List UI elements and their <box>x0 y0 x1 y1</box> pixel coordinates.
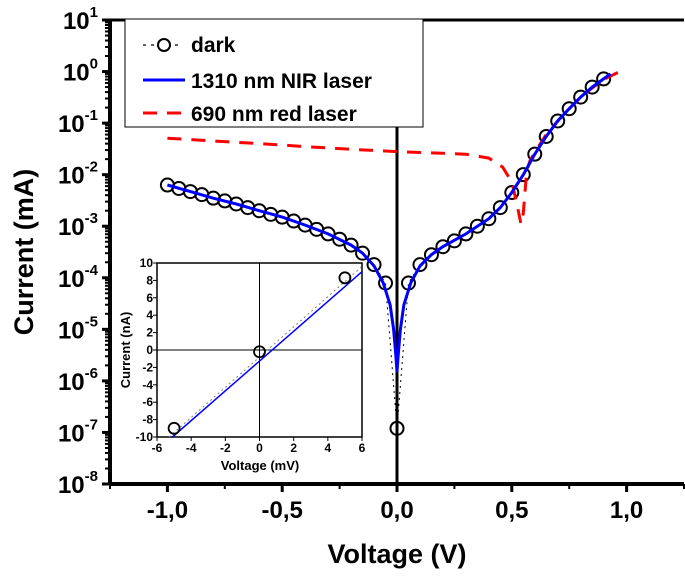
legend-item-dark: dark <box>143 34 236 57</box>
x-tick-label: 1,0 <box>610 497 643 524</box>
inset-y-tick-label: -10 <box>136 430 154 444</box>
legend-label-red: 690 nm red laser <box>191 103 357 126</box>
inset-nir-line <box>171 271 363 438</box>
y-tick-label: 10-4 <box>58 262 99 293</box>
dark-data-point <box>550 113 566 129</box>
dark-data-point <box>332 231 348 247</box>
dark-data-point <box>366 257 382 273</box>
dark-data-point <box>573 89 589 105</box>
dark-data-point <box>584 79 600 95</box>
inset-x-axis-label: Voltage (mV) <box>221 458 300 473</box>
inset-y-tick-label: 10 <box>140 256 154 270</box>
dark-data-point <box>423 247 439 263</box>
inset-y-tick-label: 8 <box>146 273 153 287</box>
dark-data-point <box>412 257 428 273</box>
x-tick-label: -0,5 <box>262 497 303 524</box>
inset-y-tick-label: 4 <box>146 308 153 322</box>
dark-data-point <box>469 218 485 234</box>
x-tick-label: 0,0 <box>380 497 413 524</box>
main-ticks: 10110010-110-210-310-410-510-610-710-8-1… <box>58 4 685 524</box>
inset-y-axis-label: Current (nA) <box>118 312 133 389</box>
inset-dark-data-point <box>167 421 181 435</box>
nir-laser-series-line <box>166 72 612 372</box>
inset-x-tick-label: 0 <box>256 441 263 455</box>
legend-item-nir: 1310 nm NIR laser <box>143 70 372 93</box>
x-tick-label: -1,0 <box>147 497 188 524</box>
x-tick-label: 0,5 <box>495 497 528 524</box>
dark-data-point <box>527 146 543 162</box>
y-tick-label: 10-8 <box>58 468 98 499</box>
dark-data-point <box>515 167 531 183</box>
legend-label-dark: dark <box>191 34 236 57</box>
inset-x-tick-label: -2 <box>220 441 231 455</box>
inset-x-tick-label: 6 <box>359 441 366 455</box>
y-tick-label: 100 <box>63 56 98 87</box>
legend-item-red: 690 nm red laser <box>143 103 357 126</box>
dark-data-point <box>355 245 371 261</box>
dark-data-point <box>538 128 554 144</box>
dark-data-point <box>492 200 508 216</box>
inset-x-tick-label: 4 <box>324 441 331 455</box>
inset-x-tick-label: -6 <box>152 441 163 455</box>
y-tick-label: 10-2 <box>58 159 98 190</box>
y-tick-label: 10-3 <box>58 210 98 241</box>
legend: dark 1310 nm NIR laser 690 nm red laser <box>124 18 424 128</box>
x-axis-label: Voltage (V) <box>327 539 466 569</box>
dark-data-point <box>596 71 612 87</box>
inset-dark-data-point <box>253 345 266 359</box>
inset-y-tick-label: -8 <box>142 413 153 427</box>
inset-x-tick-label: 2 <box>290 441 297 455</box>
legend-label-nir: 1310 nm NIR laser <box>191 70 372 93</box>
y-tick-label: 10-7 <box>58 416 98 447</box>
dark-data-point <box>458 226 474 242</box>
dark-data-point <box>435 239 451 255</box>
inset-y-tick-label: 2 <box>146 326 153 340</box>
inset-dark-data-point <box>338 271 352 285</box>
y-tick-label: 10-5 <box>58 313 98 344</box>
inset-y-tick-label: 6 <box>146 291 153 305</box>
inset-y-tick-label: 0 <box>146 343 153 357</box>
dark-data-point <box>561 101 577 117</box>
dark-data-point <box>389 420 405 436</box>
inset-plot: -6 -4 -2 0 2 4 6 10 8 6 4 2 0 -2 -4 -6 -8 -10 <box>136 256 366 455</box>
inset-x-tick-label: -4 <box>186 441 197 455</box>
dark-data-point <box>481 211 497 227</box>
y-tick-label: 10-6 <box>58 365 98 396</box>
legend-box <box>124 18 424 128</box>
y-tick-label: 101 <box>63 4 98 35</box>
dark-data-point <box>446 233 462 249</box>
inset-y-tick-label: -6 <box>142 395 153 409</box>
inset-y-tick-label: -4 <box>142 378 153 392</box>
legend-circle-marker <box>157 38 171 52</box>
inset-y-tick-label: -2 <box>142 360 153 374</box>
y-axis-label: Current (mA) <box>9 169 39 336</box>
dark-data-point <box>343 237 359 253</box>
y-tick-label: 10-1 <box>58 107 98 138</box>
